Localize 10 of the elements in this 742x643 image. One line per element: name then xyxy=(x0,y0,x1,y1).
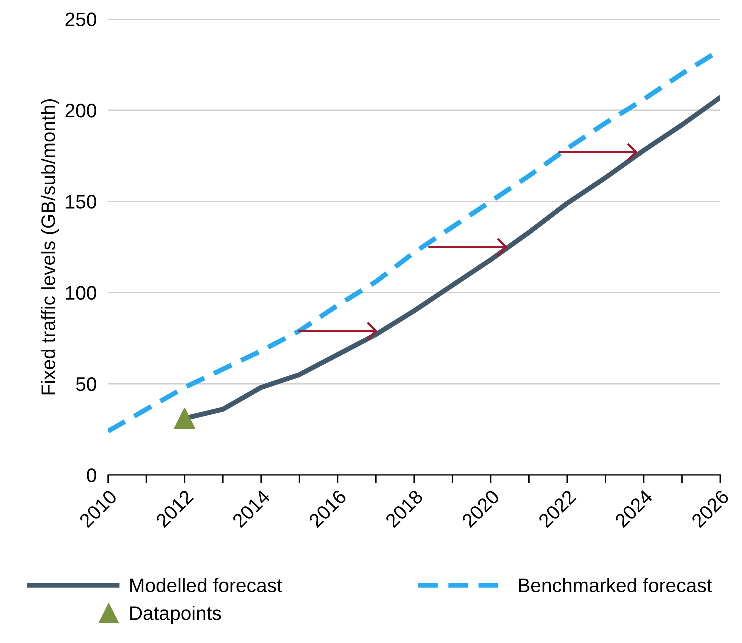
legend-label: Datapoints xyxy=(130,606,222,624)
legend-label: Modelled forecast xyxy=(130,578,282,592)
y-tick-label: 0 xyxy=(87,468,96,482)
y-tick-label: 200 xyxy=(66,104,96,118)
y-tick-label: 250 xyxy=(66,12,96,27)
y-tick-label: 50 xyxy=(76,377,96,392)
y-tick-label: 100 xyxy=(66,286,96,300)
y-axis-title: Fixed traffic levels (GB/sub/month) xyxy=(41,99,60,395)
legend-label: Benchmarked forecast xyxy=(519,578,712,592)
y-tick-label: 150 xyxy=(66,195,96,209)
